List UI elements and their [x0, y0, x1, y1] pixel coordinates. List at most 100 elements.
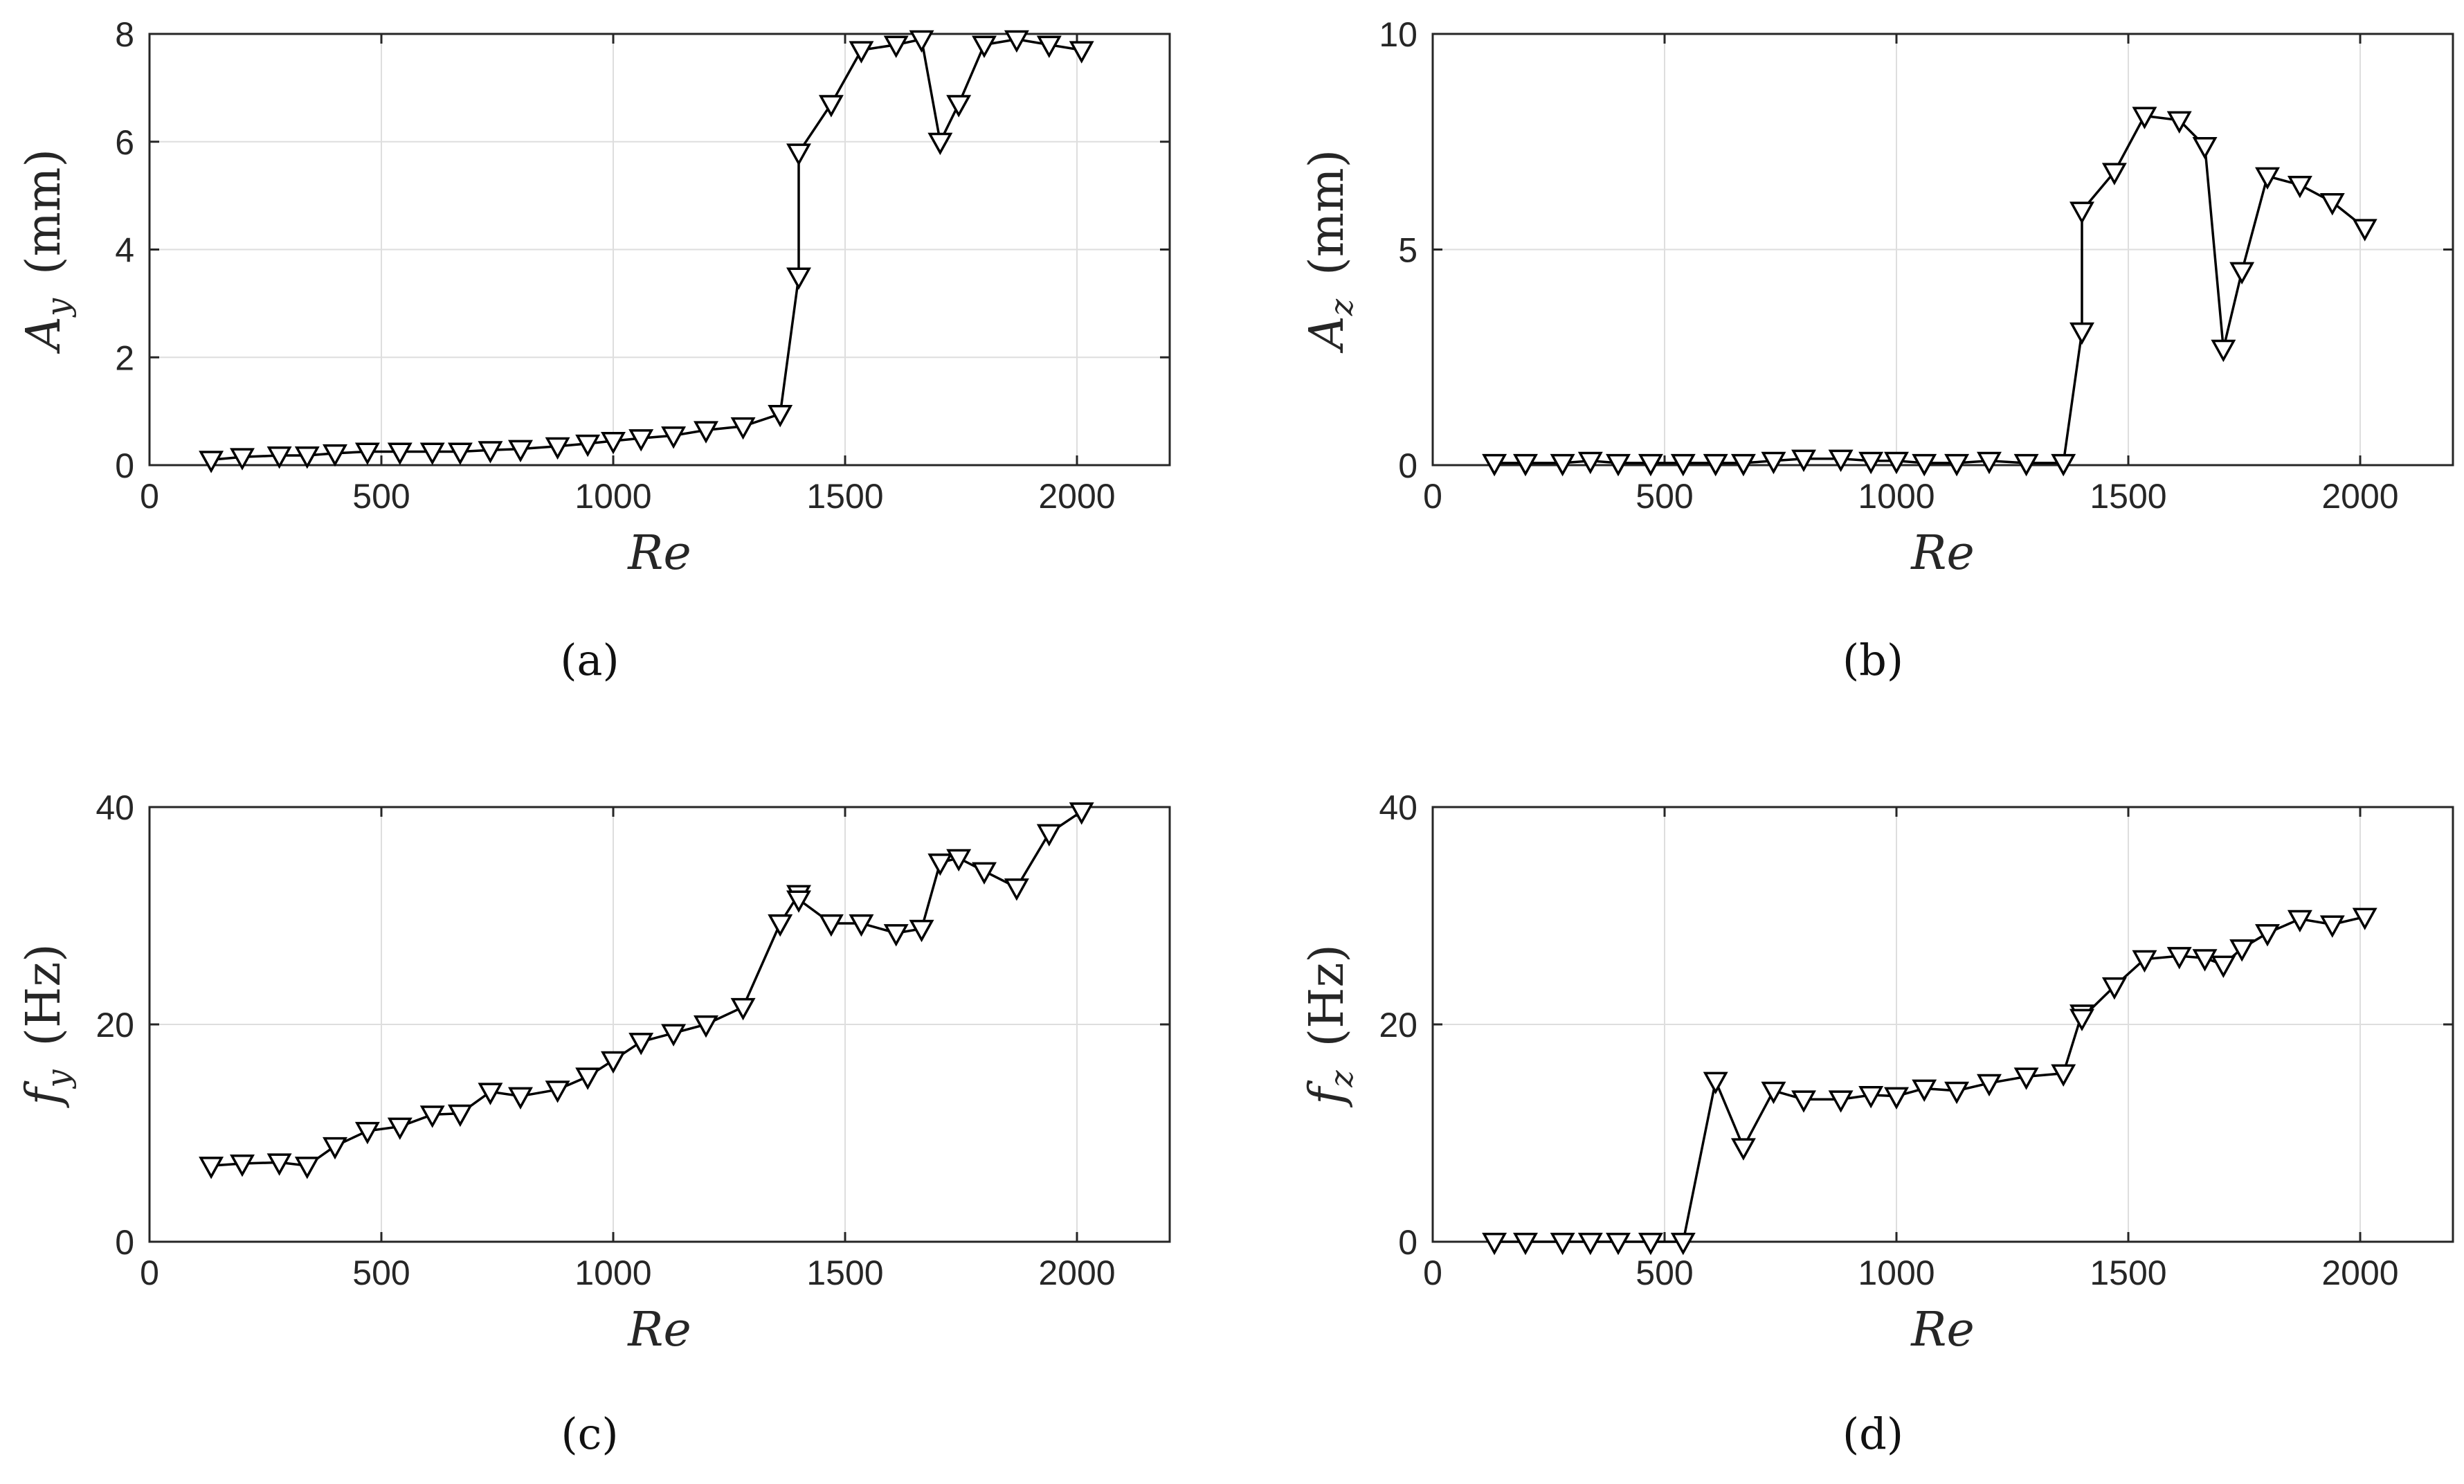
series-line [210, 810, 1082, 1167]
data-point [1638, 453, 1663, 477]
panel-caption: (d) [1842, 1409, 1903, 1459]
data-point [1069, 802, 1094, 825]
data-point [661, 426, 687, 449]
data-point [2211, 339, 2236, 363]
x-tick-label: 1000 [1858, 1254, 1935, 1292]
y-tick-label: 20 [96, 1006, 134, 1044]
data-point [1670, 1233, 1696, 1256]
chart-panel-d: 0 500 1000 1500 2000 0 20 40 Re fz (Hz) (d) [1300, 788, 2454, 1459]
data-point [927, 132, 953, 156]
x-tick-label: 2000 [2321, 477, 2398, 516]
y-axis-label-symbol: A [1300, 316, 1355, 354]
data-point [2287, 176, 2312, 199]
panel-caption: (c) [561, 1409, 618, 1459]
data-point [2013, 453, 2039, 477]
data-point [323, 1137, 347, 1160]
x-tick-label: 0 [140, 1254, 159, 1292]
data-point [909, 30, 934, 53]
data-point [883, 924, 909, 947]
y-tick-label: 40 [1379, 788, 1417, 827]
x-tick-label: 500 [1636, 477, 1693, 516]
y-tick-label: 0 [1398, 1223, 1417, 1262]
data-point [508, 440, 533, 462]
data-point [1036, 824, 1062, 847]
data-point [545, 1080, 570, 1103]
y-tick-label: 0 [115, 1223, 134, 1262]
data-point [1513, 453, 1538, 477]
x-tick-label: 1500 [2090, 477, 2166, 516]
x-tick-label: 0 [1423, 1254, 1442, 1292]
data-point [1606, 1233, 1631, 1256]
data-point [2051, 1064, 2076, 1087]
x-axis-label: Re [1910, 526, 1974, 581]
data-point [2132, 107, 2157, 129]
plot-frame [1431, 33, 2454, 467]
data-point [266, 446, 292, 469]
x-axis-label: Re [1910, 1303, 1974, 1357]
y-axis-label-unit: (Hz) [17, 943, 71, 1069]
y-axis-label-subscript: y [39, 298, 77, 318]
plot-frame [148, 33, 1171, 467]
x-tick-label: 500 [352, 1254, 410, 1292]
y-axis-label: fz (Hz) [1300, 944, 1360, 1108]
data-point [1977, 1074, 2002, 1097]
data-point [2192, 949, 2218, 972]
plot-frame [148, 806, 1171, 1243]
data-point [1884, 451, 1909, 475]
y-axis-label-unit: (mm) [17, 149, 71, 298]
y-tick-label: 2 [115, 338, 134, 377]
data-point [946, 95, 972, 118]
data-point [694, 1015, 718, 1038]
y-tick-label: 4 [115, 231, 134, 270]
data-point [354, 1121, 380, 1145]
data-point [1944, 453, 1970, 477]
x-tick-label: 0 [140, 477, 159, 516]
data-point [2051, 453, 2076, 477]
y-tick-label: 10 [1379, 15, 1417, 54]
data-point [1912, 453, 1937, 477]
data-point [419, 442, 445, 465]
y-axis-label-subscript: z [1323, 298, 1360, 316]
data-point [2352, 907, 2377, 930]
data-point [2352, 219, 2377, 242]
x-axis-label: Re [626, 1303, 691, 1357]
data-point [601, 431, 626, 455]
chart-panel-a: 0 500 1000 1500 2000 0 2 4 6 8 Re Ay (mm) (a) [17, 15, 1171, 685]
y-axis-label: Az (mm) [1300, 150, 1360, 354]
data-point [730, 417, 756, 440]
y-axis-label-subscript: y [39, 1069, 77, 1089]
data-point [2069, 1008, 2094, 1031]
data-point [1550, 1233, 1575, 1256]
y-axis-label-unit: (mm) [1300, 150, 1355, 299]
data-point [419, 1105, 445, 1128]
data-point [1513, 1233, 1538, 1256]
data-point [909, 919, 934, 943]
data-point [628, 429, 654, 452]
data-point [2255, 167, 2280, 190]
data-point [1670, 453, 1696, 477]
data-point [849, 914, 874, 937]
x-tick-label: 500 [352, 477, 410, 516]
data-point [1606, 453, 1631, 477]
data-point [2013, 1067, 2039, 1090]
data-point [661, 1024, 687, 1047]
data-point [1730, 453, 1756, 477]
data-point [1004, 878, 1029, 901]
data-point [354, 442, 380, 465]
x-tick-label: 0 [1423, 477, 1442, 516]
y-tick-label: 8 [115, 15, 134, 54]
panel-caption: (a) [560, 635, 619, 685]
data-point [2101, 977, 2127, 1000]
data-point [266, 1153, 292, 1176]
data-point [2166, 111, 2192, 134]
data-point [818, 95, 844, 118]
x-tick-label: 1500 [806, 1254, 883, 1292]
y-tick-label: 0 [115, 446, 134, 485]
x-tick-label: 1500 [806, 477, 883, 516]
y-tick-label: 20 [1379, 1006, 1417, 1044]
data-point [575, 434, 601, 458]
data-point [387, 1117, 413, 1140]
y-axis-label-subscript: z [1323, 1070, 1360, 1088]
data-point [478, 441, 503, 464]
